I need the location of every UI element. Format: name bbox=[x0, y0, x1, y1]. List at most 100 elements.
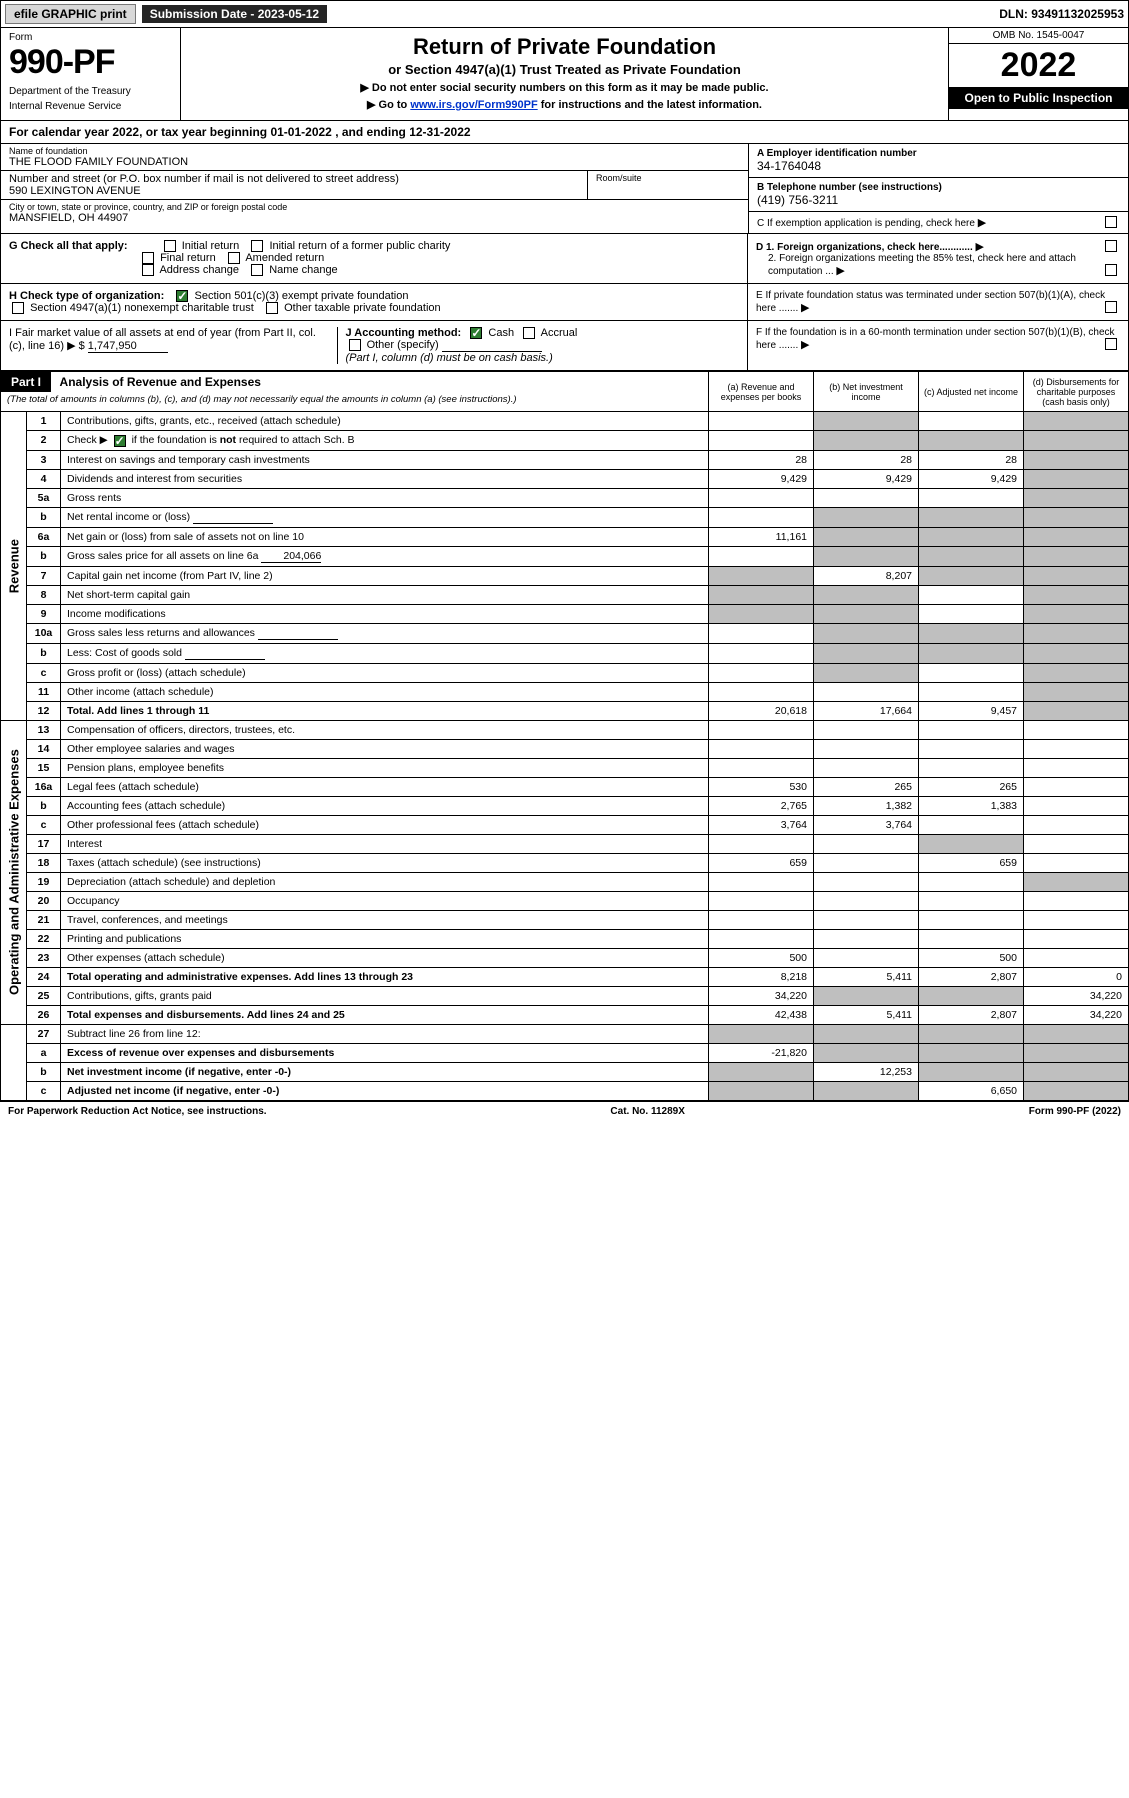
table-row: 26Total expenses and disbursements. Add … bbox=[1, 1005, 1129, 1024]
amount-col-c bbox=[919, 663, 1024, 682]
part1-table: Part I Analysis of Revenue and Expenses … bbox=[0, 371, 1129, 1100]
line-number: 10a bbox=[27, 623, 61, 643]
amount-col-b bbox=[814, 910, 919, 929]
amount-col-a: -21,820 bbox=[709, 1043, 814, 1062]
header-right: OMB No. 1545-0047 2022 Open to Public In… bbox=[948, 28, 1128, 120]
amount-col-a: 2,765 bbox=[709, 796, 814, 815]
table-row: 4Dividends and interest from securities9… bbox=[1, 469, 1129, 488]
amount-col-c bbox=[919, 527, 1024, 546]
line-description: Gross sales price for all assets on line… bbox=[61, 546, 709, 566]
line-number: b bbox=[27, 507, 61, 527]
line-number: c bbox=[27, 663, 61, 682]
amount-col-a bbox=[709, 1081, 814, 1100]
amount-col-c bbox=[919, 910, 1024, 929]
line-description: Other income (attach schedule) bbox=[61, 682, 709, 701]
part1-label: Part I bbox=[1, 372, 51, 392]
checkbox-other-taxable[interactable] bbox=[266, 302, 278, 314]
checkbox-c[interactable] bbox=[1105, 216, 1117, 228]
amount-col-d bbox=[1024, 546, 1129, 566]
line-description: Net gain or (loss) from sale of assets n… bbox=[61, 527, 709, 546]
checkbox-former-charity[interactable] bbox=[251, 240, 263, 252]
amount-col-d bbox=[1024, 777, 1129, 796]
ein-value: 34-1764048 bbox=[757, 159, 1120, 173]
line-description: Check ▶ if the foundation is not require… bbox=[61, 431, 709, 450]
amount-col-b: 3,764 bbox=[814, 815, 919, 834]
checkbox-d1[interactable] bbox=[1105, 240, 1117, 252]
amount-col-d bbox=[1024, 643, 1129, 663]
top-bar: efile GRAPHIC print Submission Date - 20… bbox=[0, 0, 1129, 28]
checkbox-d2[interactable] bbox=[1105, 264, 1117, 276]
entity-right: A Employer identification number 34-1764… bbox=[748, 144, 1128, 233]
amount-col-d bbox=[1024, 891, 1129, 910]
amount-col-d bbox=[1024, 701, 1129, 720]
checkbox-cash[interactable] bbox=[470, 327, 482, 339]
city-state-zip: MANSFIELD, OH 44907 bbox=[9, 212, 740, 224]
efile-print-button[interactable]: efile GRAPHIC print bbox=[5, 4, 136, 24]
tax-year-begin: 01-01-2022 bbox=[270, 125, 331, 139]
checkbox-initial-return[interactable] bbox=[164, 240, 176, 252]
section-side-label: Operating and Administrative Expenses bbox=[1, 720, 27, 1024]
amount-col-a: 42,438 bbox=[709, 1005, 814, 1024]
table-row: bAccounting fees (attach schedule)2,7651… bbox=[1, 796, 1129, 815]
amount-col-a bbox=[709, 834, 814, 853]
amount-col-d bbox=[1024, 585, 1129, 604]
checkbox-name-change[interactable] bbox=[251, 264, 263, 276]
checkbox-4947[interactable] bbox=[12, 302, 24, 314]
line-number: 3 bbox=[27, 450, 61, 469]
line-number: 16a bbox=[27, 777, 61, 796]
amount-col-a: 34,220 bbox=[709, 986, 814, 1005]
amount-col-c bbox=[919, 604, 1024, 623]
amount-col-c bbox=[919, 585, 1024, 604]
checkbox-501c3[interactable] bbox=[176, 290, 188, 302]
tax-year: 2022 bbox=[949, 44, 1128, 87]
amount-col-a: 20,618 bbox=[709, 701, 814, 720]
checkbox-amended[interactable] bbox=[228, 252, 240, 264]
h-other: Other taxable private foundation bbox=[284, 302, 441, 314]
line-description: Subtract line 26 from line 12: bbox=[61, 1024, 709, 1043]
opt-namechg: Name change bbox=[269, 264, 338, 276]
checkbox-sch-b[interactable] bbox=[114, 435, 126, 447]
amount-col-a bbox=[709, 488, 814, 507]
amount-col-a bbox=[709, 758, 814, 777]
line-number: 1 bbox=[27, 412, 61, 431]
foundation-name: THE FLOOD FAMILY FOUNDATION bbox=[9, 156, 740, 168]
irs-link[interactable]: www.irs.gov/Form990PF bbox=[410, 99, 537, 111]
checkbox-accrual[interactable] bbox=[523, 327, 535, 339]
checkbox-e[interactable] bbox=[1105, 301, 1117, 313]
amount-col-b bbox=[814, 739, 919, 758]
line-number: 11 bbox=[27, 682, 61, 701]
ein-cell: A Employer identification number 34-1764… bbox=[749, 144, 1128, 178]
calyear-mid: , and ending bbox=[335, 125, 409, 139]
amount-col-c bbox=[919, 431, 1024, 450]
amount-col-b bbox=[814, 431, 919, 450]
amount-col-c: 659 bbox=[919, 853, 1024, 872]
section-side-label: Revenue bbox=[1, 412, 27, 720]
checkbox-address-change[interactable] bbox=[142, 264, 154, 276]
amount-col-a bbox=[709, 891, 814, 910]
amount-col-b bbox=[814, 720, 919, 739]
amount-col-a bbox=[709, 910, 814, 929]
table-row: 7Capital gain net income (from Part IV, … bbox=[1, 566, 1129, 585]
amount-col-a bbox=[709, 566, 814, 585]
line-description: Income modifications bbox=[61, 604, 709, 623]
checkbox-other-method[interactable] bbox=[349, 339, 361, 351]
amount-col-a bbox=[709, 682, 814, 701]
checkbox-f[interactable] bbox=[1105, 338, 1117, 350]
table-row: 15Pension plans, employee benefits bbox=[1, 758, 1129, 777]
entity-left: Name of foundation THE FLOOD FAMILY FOUN… bbox=[1, 144, 748, 233]
table-row: 6aNet gain or (loss) from sale of assets… bbox=[1, 527, 1129, 546]
col-a-header: (a) Revenue and expenses per books bbox=[709, 372, 814, 412]
j-accrual: Accrual bbox=[541, 327, 578, 339]
line-description: Compensation of officers, directors, tru… bbox=[61, 720, 709, 739]
entity-block: Name of foundation THE FLOOD FAMILY FOUN… bbox=[0, 144, 1129, 234]
amount-col-a: 659 bbox=[709, 853, 814, 872]
line-description: Contributions, gifts, grants paid bbox=[61, 986, 709, 1005]
amount-col-b bbox=[814, 834, 919, 853]
checkbox-final-return[interactable] bbox=[142, 252, 154, 264]
amount-col-d: 0 bbox=[1024, 967, 1129, 986]
line-number: 18 bbox=[27, 853, 61, 872]
phone-cell: B Telephone number (see instructions) (4… bbox=[749, 178, 1128, 212]
amount-col-c bbox=[919, 488, 1024, 507]
table-row: cGross profit or (loss) (attach schedule… bbox=[1, 663, 1129, 682]
line-number: b bbox=[27, 546, 61, 566]
